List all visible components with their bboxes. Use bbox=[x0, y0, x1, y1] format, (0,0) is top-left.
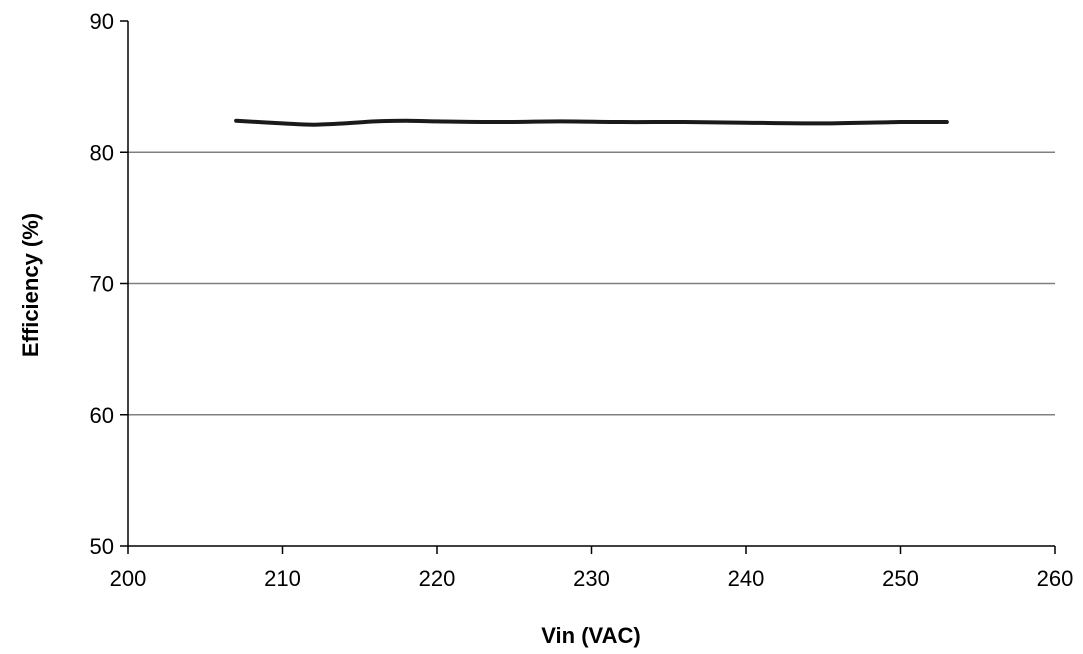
y-tick-label-60: 60 bbox=[90, 403, 114, 428]
x-tick-label-230: 230 bbox=[573, 566, 610, 591]
series-layer bbox=[234, 118, 949, 127]
axes bbox=[120, 20, 1056, 554]
grid bbox=[128, 151, 1055, 416]
series-line-0 bbox=[234, 118, 949, 127]
y-axis-title: Efficiency (%) bbox=[18, 213, 43, 357]
y-tick-label-50: 50 bbox=[90, 534, 114, 559]
y-tick-label-70: 70 bbox=[90, 272, 114, 297]
x-tick-label-240: 240 bbox=[728, 566, 765, 591]
y-tick-label-90: 90 bbox=[90, 9, 114, 34]
y-tick-label-80: 80 bbox=[90, 140, 114, 165]
x-axis-title: Vin (VAC) bbox=[541, 623, 640, 648]
x-tick-label-250: 250 bbox=[882, 566, 919, 591]
x-tick-label-260: 260 bbox=[1037, 566, 1074, 591]
tick-labels: 50 60 70 80 90 200 210 220 230 240 250 260 bbox=[90, 9, 1074, 591]
x-tick-label-200: 200 bbox=[110, 566, 147, 591]
x-tick-label-210: 210 bbox=[264, 566, 301, 591]
x-tick-label-220: 220 bbox=[419, 566, 456, 591]
